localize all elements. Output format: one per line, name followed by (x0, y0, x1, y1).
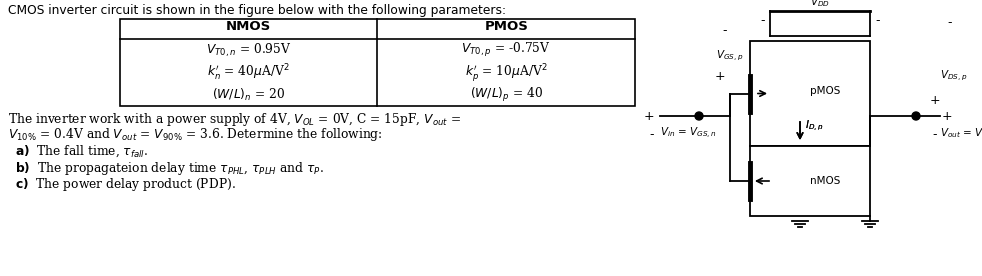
Text: -: - (948, 17, 953, 30)
Text: $I_{D,n}$: $I_{D,n}$ (805, 118, 824, 134)
Bar (750, 41, 870, 146)
Text: $V_{out}$ = $V_L$: $V_{out}$ = $V_L$ (940, 126, 982, 140)
Circle shape (912, 112, 920, 120)
Text: +: + (715, 70, 726, 83)
Text: $\bf{a)}$  The fall time, $\tau_{fall}$.: $\bf{a)}$ The fall time, $\tau_{fall}$. (15, 144, 148, 160)
Text: $k_{p}'$ = 10$\mu$A/V$^2$: $k_{p}'$ = 10$\mu$A/V$^2$ (464, 62, 548, 84)
Text: $k_{n}'$ = 40$\mu$A/V$^2$: $k_{n}'$ = 40$\mu$A/V$^2$ (207, 62, 290, 83)
Text: $V_{DD}$: $V_{DD}$ (810, 0, 830, 9)
Text: $V_{in}$ = $V_{GS,n}$: $V_{in}$ = $V_{GS,n}$ (660, 126, 717, 141)
Text: -: - (933, 128, 937, 141)
Bar (120, 19, 635, 106)
Circle shape (695, 112, 703, 120)
Text: NMOS: NMOS (226, 20, 271, 33)
Text: pMOS: pMOS (810, 86, 841, 96)
Text: +: + (942, 110, 953, 123)
Text: $I_{D,p}$: $I_{D,p}$ (805, 119, 824, 133)
Text: $(W/L)_{p}$ = 40: $(W/L)_{p}$ = 40 (469, 86, 543, 104)
Text: CMOS inverter circuit is shown in the figure below with the following parameters: CMOS inverter circuit is shown in the fi… (8, 4, 506, 17)
Text: +: + (643, 110, 654, 123)
Text: -: - (723, 25, 728, 38)
Text: -: - (875, 14, 880, 27)
Text: $V_{DS,p}$: $V_{DS,p}$ (940, 69, 967, 83)
Text: $V_{10\%}$ = 0.4V and $V_{out}$ = $V_{90\%}$ = 3.6. Determine the following:: $V_{10\%}$ = 0.4V and $V_{out}$ = $V_{90… (8, 126, 383, 143)
Text: nMOS: nMOS (810, 176, 841, 186)
Bar (750, 146, 870, 216)
Text: $\bf{b)}$  The propagateion delay time $\tau_{PHL}$, $\tau_{PLH}$ and $\tau_{P}$: $\bf{b)}$ The propagateion delay time $\… (15, 160, 324, 177)
Text: $(W/L)_{n}$ = 20: $(W/L)_{n}$ = 20 (212, 87, 286, 103)
Text: PMOS: PMOS (484, 20, 528, 33)
Text: -: - (760, 14, 765, 27)
Text: $V_{T0,p}$ = -0.75V: $V_{T0,p}$ = -0.75V (462, 41, 551, 59)
Text: -: - (649, 128, 654, 141)
Text: +: + (930, 94, 941, 107)
Text: The inverter work with a power supply of 4V, $V_{OL}$ = 0V, C = 15pF, $V_{out}$ : The inverter work with a power supply of… (8, 111, 462, 128)
Text: $V_{T0,n}$ = 0.95V: $V_{T0,n}$ = 0.95V (206, 41, 292, 59)
Text: $\bf{c)}$  The power delay product (PDP).: $\bf{c)}$ The power delay product (PDP). (15, 176, 236, 193)
Text: $V_{GS,p}$: $V_{GS,p}$ (716, 49, 743, 63)
